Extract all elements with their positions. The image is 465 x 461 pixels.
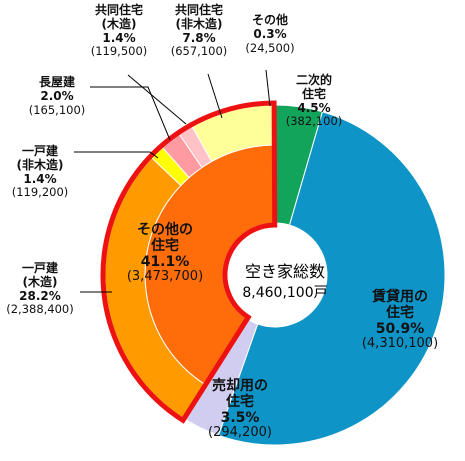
leader-nagaya	[90, 86, 171, 141]
center-total: 8,460,100戸	[242, 285, 328, 301]
leader-lines	[74, 69, 271, 293]
label-kyodo-mokuzo: 共同住宅 (木造) 1.4% (119,500)	[90, 3, 148, 59]
label-chintai: 賃貸用の 住宅 50.9% (4,310,100)	[361, 289, 439, 352]
label-kyodo-himokuzo: 共同住宅 (非木造) 7.8% (657,100)	[170, 3, 228, 59]
label-sonota: その他の 住宅 41.1% (3,473,700)	[126, 222, 204, 285]
label-baikyaku: 売却用の 住宅 3.5% (294,200)	[208, 378, 272, 441]
center-label: 空き家総数 8,460,100戸	[225, 258, 345, 302]
leader-kyodo-himokuzo	[207, 73, 223, 119]
leader-ikko-himokuzo	[74, 151, 159, 159]
label-ikko-himokuzo: 一戸建 (非木造) 1.4% (119,200)	[11, 144, 69, 200]
slice-chintai	[217, 111, 446, 446]
label-ikko-mokuzo: 一戸建 (木造) 28.2% (2,388,400)	[6, 261, 74, 317]
label-sonota2: その他 0.3% (24,500)	[245, 13, 295, 55]
center-title: 空き家総数	[244, 262, 325, 281]
label-nijiteki: 二次的 住宅 4.5% (382,100)	[285, 73, 343, 129]
leader-kyodo-mokuzo	[127, 74, 187, 125]
label-nagaya: 長屋建 2.0% (165,100)	[28, 75, 86, 117]
highlight-outline	[100, 100, 278, 424]
leader-sonota2	[265, 69, 271, 107]
chart-slices	[100, 100, 446, 446]
